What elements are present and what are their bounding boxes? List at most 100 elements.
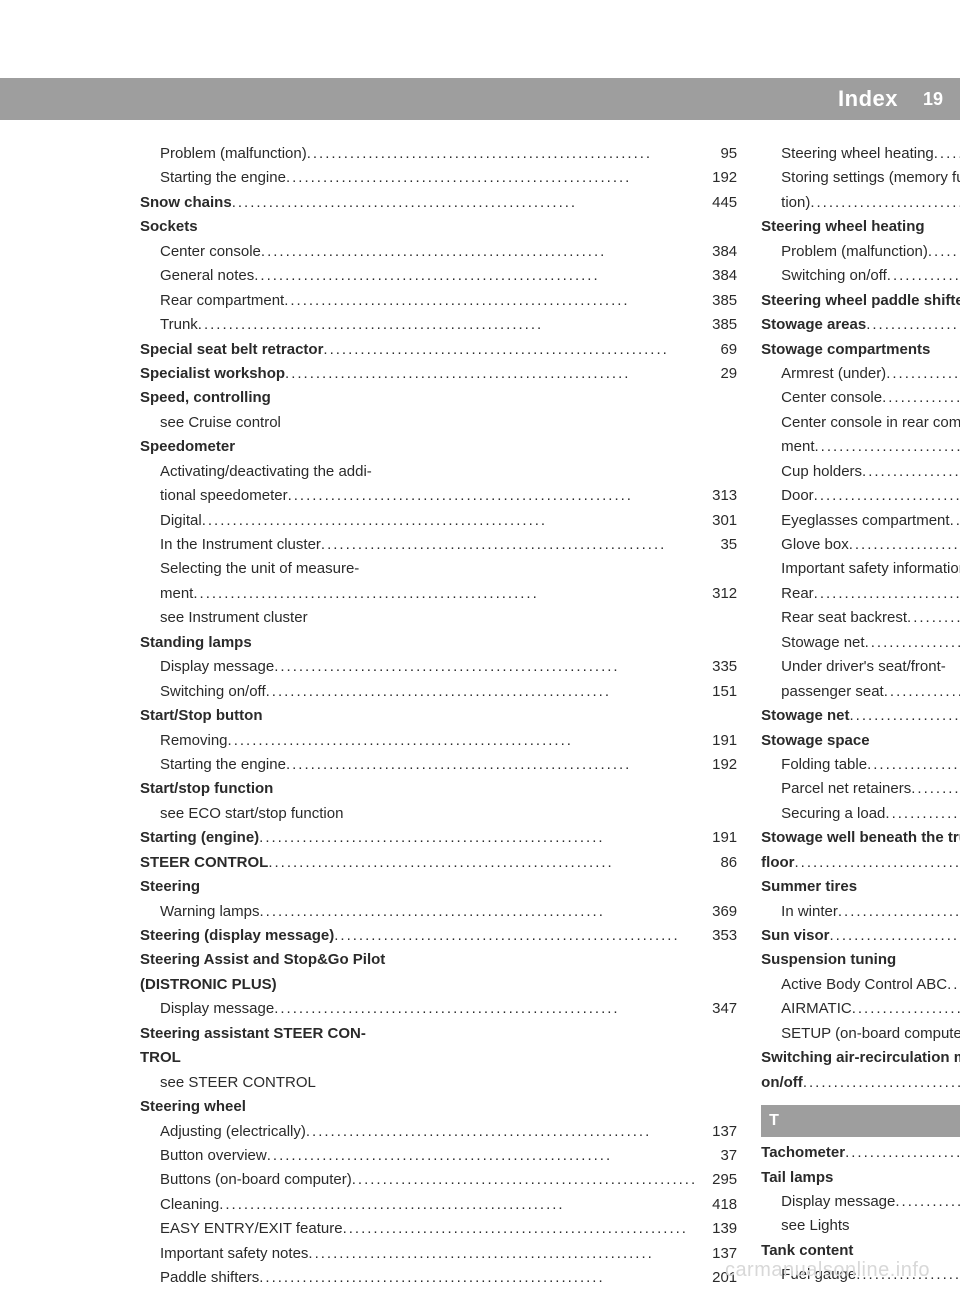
index-entry: Glove box ..............................… — [761, 533, 960, 557]
index-heading: Switching air-recirculation mode — [761, 1046, 960, 1070]
index-entry-page: 69 — [697, 338, 737, 362]
index-entry: Problem (malfunction) ..................… — [140, 142, 737, 166]
leader-dots: ........................................… — [198, 313, 697, 337]
index-entry: Important safety notes .................… — [140, 1242, 737, 1266]
index-entry-page: 192 — [697, 753, 737, 777]
index-entry-label: Warning lamps — [160, 900, 259, 924]
index-heading: Steering wheel heating — [761, 215, 960, 239]
index-entry: Rear compartment .......................… — [140, 289, 737, 313]
index-entry: Cup holders ............................… — [761, 460, 960, 484]
index-entry-label: Stowage net — [781, 631, 864, 655]
index-entry-label: Rear seat backrest — [781, 606, 907, 630]
leader-dots: ........................................… — [268, 851, 697, 875]
index-entry-label: tional speedometer — [160, 484, 288, 508]
index-entry-page: 35 — [697, 533, 737, 557]
leader-dots: ........................................… — [254, 264, 697, 288]
index-entry-label: Stowage net — [761, 704, 849, 728]
leader-dots: ........................................… — [850, 704, 960, 728]
index-entry: Trunk ..................................… — [140, 313, 737, 337]
index-entry: Center console .........................… — [140, 240, 737, 264]
index-entry: Cleaning ...............................… — [140, 1193, 737, 1217]
leader-dots: ........................................… — [867, 753, 960, 777]
index-entry-label: Stowage areas — [761, 313, 866, 337]
index-heading: Stowage well beneath the trunk — [761, 826, 960, 850]
leader-dots: ........................................… — [852, 997, 960, 1021]
index-entry: Eyeglasses compartment .................… — [761, 509, 960, 533]
index-entry: Warning lamps ..........................… — [140, 900, 737, 924]
index-entry: EASY ENTRY/EXIT feature ................… — [140, 1217, 737, 1241]
index-entry: Paddle shifters ........................… — [140, 1266, 737, 1290]
index-entry-label: Buttons (on-board computer) — [160, 1168, 352, 1192]
index-entry-line1: Activating/deactivating the addi- — [140, 460, 737, 484]
leader-dots: ........................................… — [810, 191, 960, 215]
index-entry-label: In winter — [781, 900, 838, 924]
index-entry: tional speedometer .....................… — [140, 484, 737, 508]
index-entry: Steering wheel heating .................… — [761, 142, 960, 166]
leader-dots: ........................................… — [845, 1141, 960, 1165]
index-entry: ment ...................................… — [761, 435, 960, 459]
index-heading: Steering Assist and Stop&Go Pilot — [140, 948, 737, 972]
index-entry-label: Snow chains — [140, 191, 232, 215]
index-entry-page: 347 — [697, 997, 737, 1021]
index-entry-page: 86 — [697, 851, 737, 875]
leader-dots: ........................................… — [865, 631, 960, 655]
leader-dots: ........................................… — [934, 142, 960, 166]
index-entry-page: 384 — [697, 240, 737, 264]
index-entry: In winter ..............................… — [761, 900, 960, 924]
index-entry-label: Steering (display message) — [140, 924, 334, 948]
index-entry-label: ment — [781, 435, 814, 459]
right-column: Steering wheel heating .................… — [761, 142, 960, 1291]
index-entry-label: STEER CONTROL — [140, 851, 268, 875]
index-entry-label: Cleaning — [160, 1193, 219, 1217]
index-entry-label: Switching on/off — [160, 680, 266, 704]
index-heading: Steering wheel — [140, 1095, 737, 1119]
index-entry-label: Tachometer — [761, 1141, 845, 1165]
index-entry-line1: Selecting the unit of measure- — [140, 557, 737, 581]
leader-dots: ........................................… — [895, 1190, 960, 1214]
index-entry-label: Switching on/off — [781, 264, 887, 288]
index-entry-label: Rear — [781, 582, 814, 606]
index-entry: Stowage net ............................… — [761, 704, 960, 728]
index-entry: Stowage areas ..........................… — [761, 313, 960, 337]
index-entry: Adjusting (electrically) ...............… — [140, 1120, 737, 1144]
leader-dots: ........................................… — [884, 680, 960, 704]
index-entry: Center console .........................… — [761, 386, 960, 410]
index-entry-page: 37 — [697, 1144, 737, 1168]
leader-dots: ........................................… — [274, 655, 697, 679]
index-heading: Sockets — [140, 215, 737, 239]
leader-dots: ........................................… — [259, 826, 697, 850]
index-entry: Starting the engine ....................… — [140, 166, 737, 190]
index-entry: Display message ........................… — [140, 997, 737, 1021]
index-entry-label: Armrest (under) — [781, 362, 886, 386]
index-heading: Summer tires — [761, 875, 960, 899]
index-heading: Speedometer — [140, 435, 737, 459]
index-entry-label: tion) — [781, 191, 810, 215]
index-heading: Stowage space — [761, 729, 960, 753]
index-entry: on/off .................................… — [761, 1071, 960, 1095]
index-entry-label: Paddle shifters — [160, 1266, 259, 1290]
index-entry-label: Securing a load — [781, 802, 885, 826]
leader-dots: ........................................… — [285, 362, 697, 386]
index-entry: Armrest (under) ........................… — [761, 362, 960, 386]
index-entry-label: Button overview — [160, 1144, 267, 1168]
leader-dots: ........................................… — [286, 753, 697, 777]
index-entry: Specialist workshop ....................… — [140, 362, 737, 386]
index-heading: Suspension tuning — [761, 948, 960, 972]
index-entry: Display message ........................… — [140, 655, 737, 679]
index-entry: Display message ........................… — [761, 1190, 960, 1214]
index-entry-label: Important safety information — [781, 557, 960, 581]
index-subheading: see STEER CONTROL — [140, 1071, 737, 1095]
leader-dots: ........................................… — [219, 1193, 697, 1217]
leader-dots: ........................................… — [885, 802, 960, 826]
index-entry-label: Problem (malfunction) — [160, 142, 307, 166]
leader-dots: ........................................… — [266, 680, 698, 704]
index-entry-page: 301 — [697, 509, 737, 533]
index-entry-label: Sun visor — [761, 924, 829, 948]
leader-dots: ........................................… — [308, 1242, 697, 1266]
index-entry-line1: Storing settings (memory func- — [761, 166, 960, 190]
index-entry: Special seat belt retractor ............… — [140, 338, 737, 362]
index-heading: Steering assistant STEER CON- — [140, 1022, 737, 1046]
index-entry-label: Center console — [160, 240, 261, 264]
leader-dots: ........................................… — [838, 900, 960, 924]
index-entry-page: 385 — [697, 313, 737, 337]
